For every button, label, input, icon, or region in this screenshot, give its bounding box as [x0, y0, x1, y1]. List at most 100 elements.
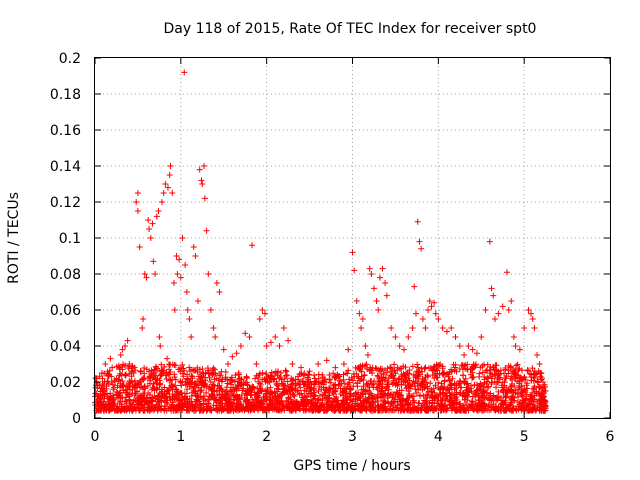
y-tick-label: 0: [72, 411, 81, 427]
data-point: [478, 334, 485, 340]
band-point: [226, 394, 233, 401]
band-point: [161, 363, 168, 370]
band-point: [319, 371, 326, 378]
band-point: [464, 366, 471, 373]
band-point: [479, 402, 486, 409]
band-point: [452, 361, 459, 368]
band-point: [284, 378, 291, 385]
band-point: [331, 388, 338, 395]
band-point: [212, 370, 219, 377]
data-point: [207, 307, 214, 313]
band-point: [403, 397, 410, 404]
band-point: [104, 368, 111, 375]
band-point: [461, 407, 468, 414]
data-point: [383, 292, 390, 299]
band-point: [305, 371, 312, 378]
band-point: [409, 363, 416, 370]
band-point: [496, 374, 503, 381]
band-point: [120, 406, 127, 413]
data-point: [186, 316, 193, 322]
data-point: [102, 361, 109, 367]
band-point: [437, 361, 444, 368]
data-point: [409, 325, 416, 331]
chart-title: Day 118 of 2015, Rate Of TEC Index for r…: [164, 21, 537, 37]
band-point: [375, 380, 382, 387]
data-point: [160, 190, 167, 196]
band-point: [189, 375, 196, 382]
band-point: [333, 374, 340, 381]
band-point: [272, 390, 279, 397]
band-point: [530, 377, 537, 384]
band-point: [521, 373, 528, 380]
band-point: [117, 395, 124, 402]
band-point: [178, 406, 185, 413]
band-point: [111, 407, 118, 414]
x-axis-label: GPS time / hours: [293, 458, 410, 474]
band-point: [379, 365, 386, 372]
data-point: [196, 166, 203, 173]
band-point: [192, 381, 199, 388]
band-point: [518, 383, 525, 390]
data-point: [205, 271, 212, 277]
band-point: [512, 375, 519, 382]
data-point: [461, 352, 468, 358]
band-point: [204, 405, 211, 412]
band-point: [423, 398, 430, 405]
band-point: [315, 396, 322, 403]
data-point: [473, 350, 480, 357]
band-point: [210, 365, 217, 372]
band-point: [246, 387, 253, 394]
band-point: [223, 384, 230, 391]
band-point: [199, 378, 206, 385]
data-point: [392, 334, 399, 340]
band-point: [489, 371, 496, 378]
band-point: [290, 376, 297, 383]
band-point: [281, 383, 288, 390]
band-point: [385, 391, 392, 398]
band-point: [285, 394, 292, 401]
band-point: [196, 366, 203, 373]
data-point: [359, 316, 366, 322]
data-point: [181, 69, 188, 76]
data-point: [425, 307, 432, 313]
band-point: [420, 393, 427, 400]
band-point: [340, 376, 347, 383]
band-point: [267, 373, 274, 380]
band-point: [418, 402, 425, 409]
band-point: [463, 401, 470, 408]
band-point: [532, 402, 539, 409]
band-point: [354, 380, 361, 387]
band-point: [508, 399, 515, 406]
data-point: [126, 361, 133, 367]
band-point: [127, 403, 134, 410]
band-point: [231, 397, 238, 404]
band-point: [438, 380, 445, 387]
band-point: [347, 386, 354, 393]
band-point: [95, 405, 102, 412]
band-point: [538, 375, 545, 382]
band-point: [235, 398, 242, 405]
y-tick-label: 0.16: [50, 123, 81, 139]
band-point: [150, 369, 157, 376]
data-point: [490, 292, 497, 299]
band-point: [500, 400, 507, 407]
data-point: [376, 274, 383, 281]
band-point: [406, 367, 413, 374]
band-point: [444, 370, 451, 377]
band-point: [457, 384, 464, 391]
band-point: [256, 380, 263, 387]
band-point: [413, 368, 420, 375]
band-point: [259, 370, 266, 377]
band-point: [325, 395, 332, 402]
data-point: [491, 316, 498, 322]
band-point: [256, 385, 263, 392]
data-point: [171, 307, 178, 313]
y-tick-label: 0.12: [50, 195, 81, 211]
band-point: [198, 372, 205, 379]
band-point: [469, 401, 476, 408]
data-point: [167, 163, 174, 169]
data-point: [508, 298, 515, 304]
data-point: [259, 307, 266, 313]
data-point: [356, 310, 363, 317]
band-point: [203, 406, 210, 413]
